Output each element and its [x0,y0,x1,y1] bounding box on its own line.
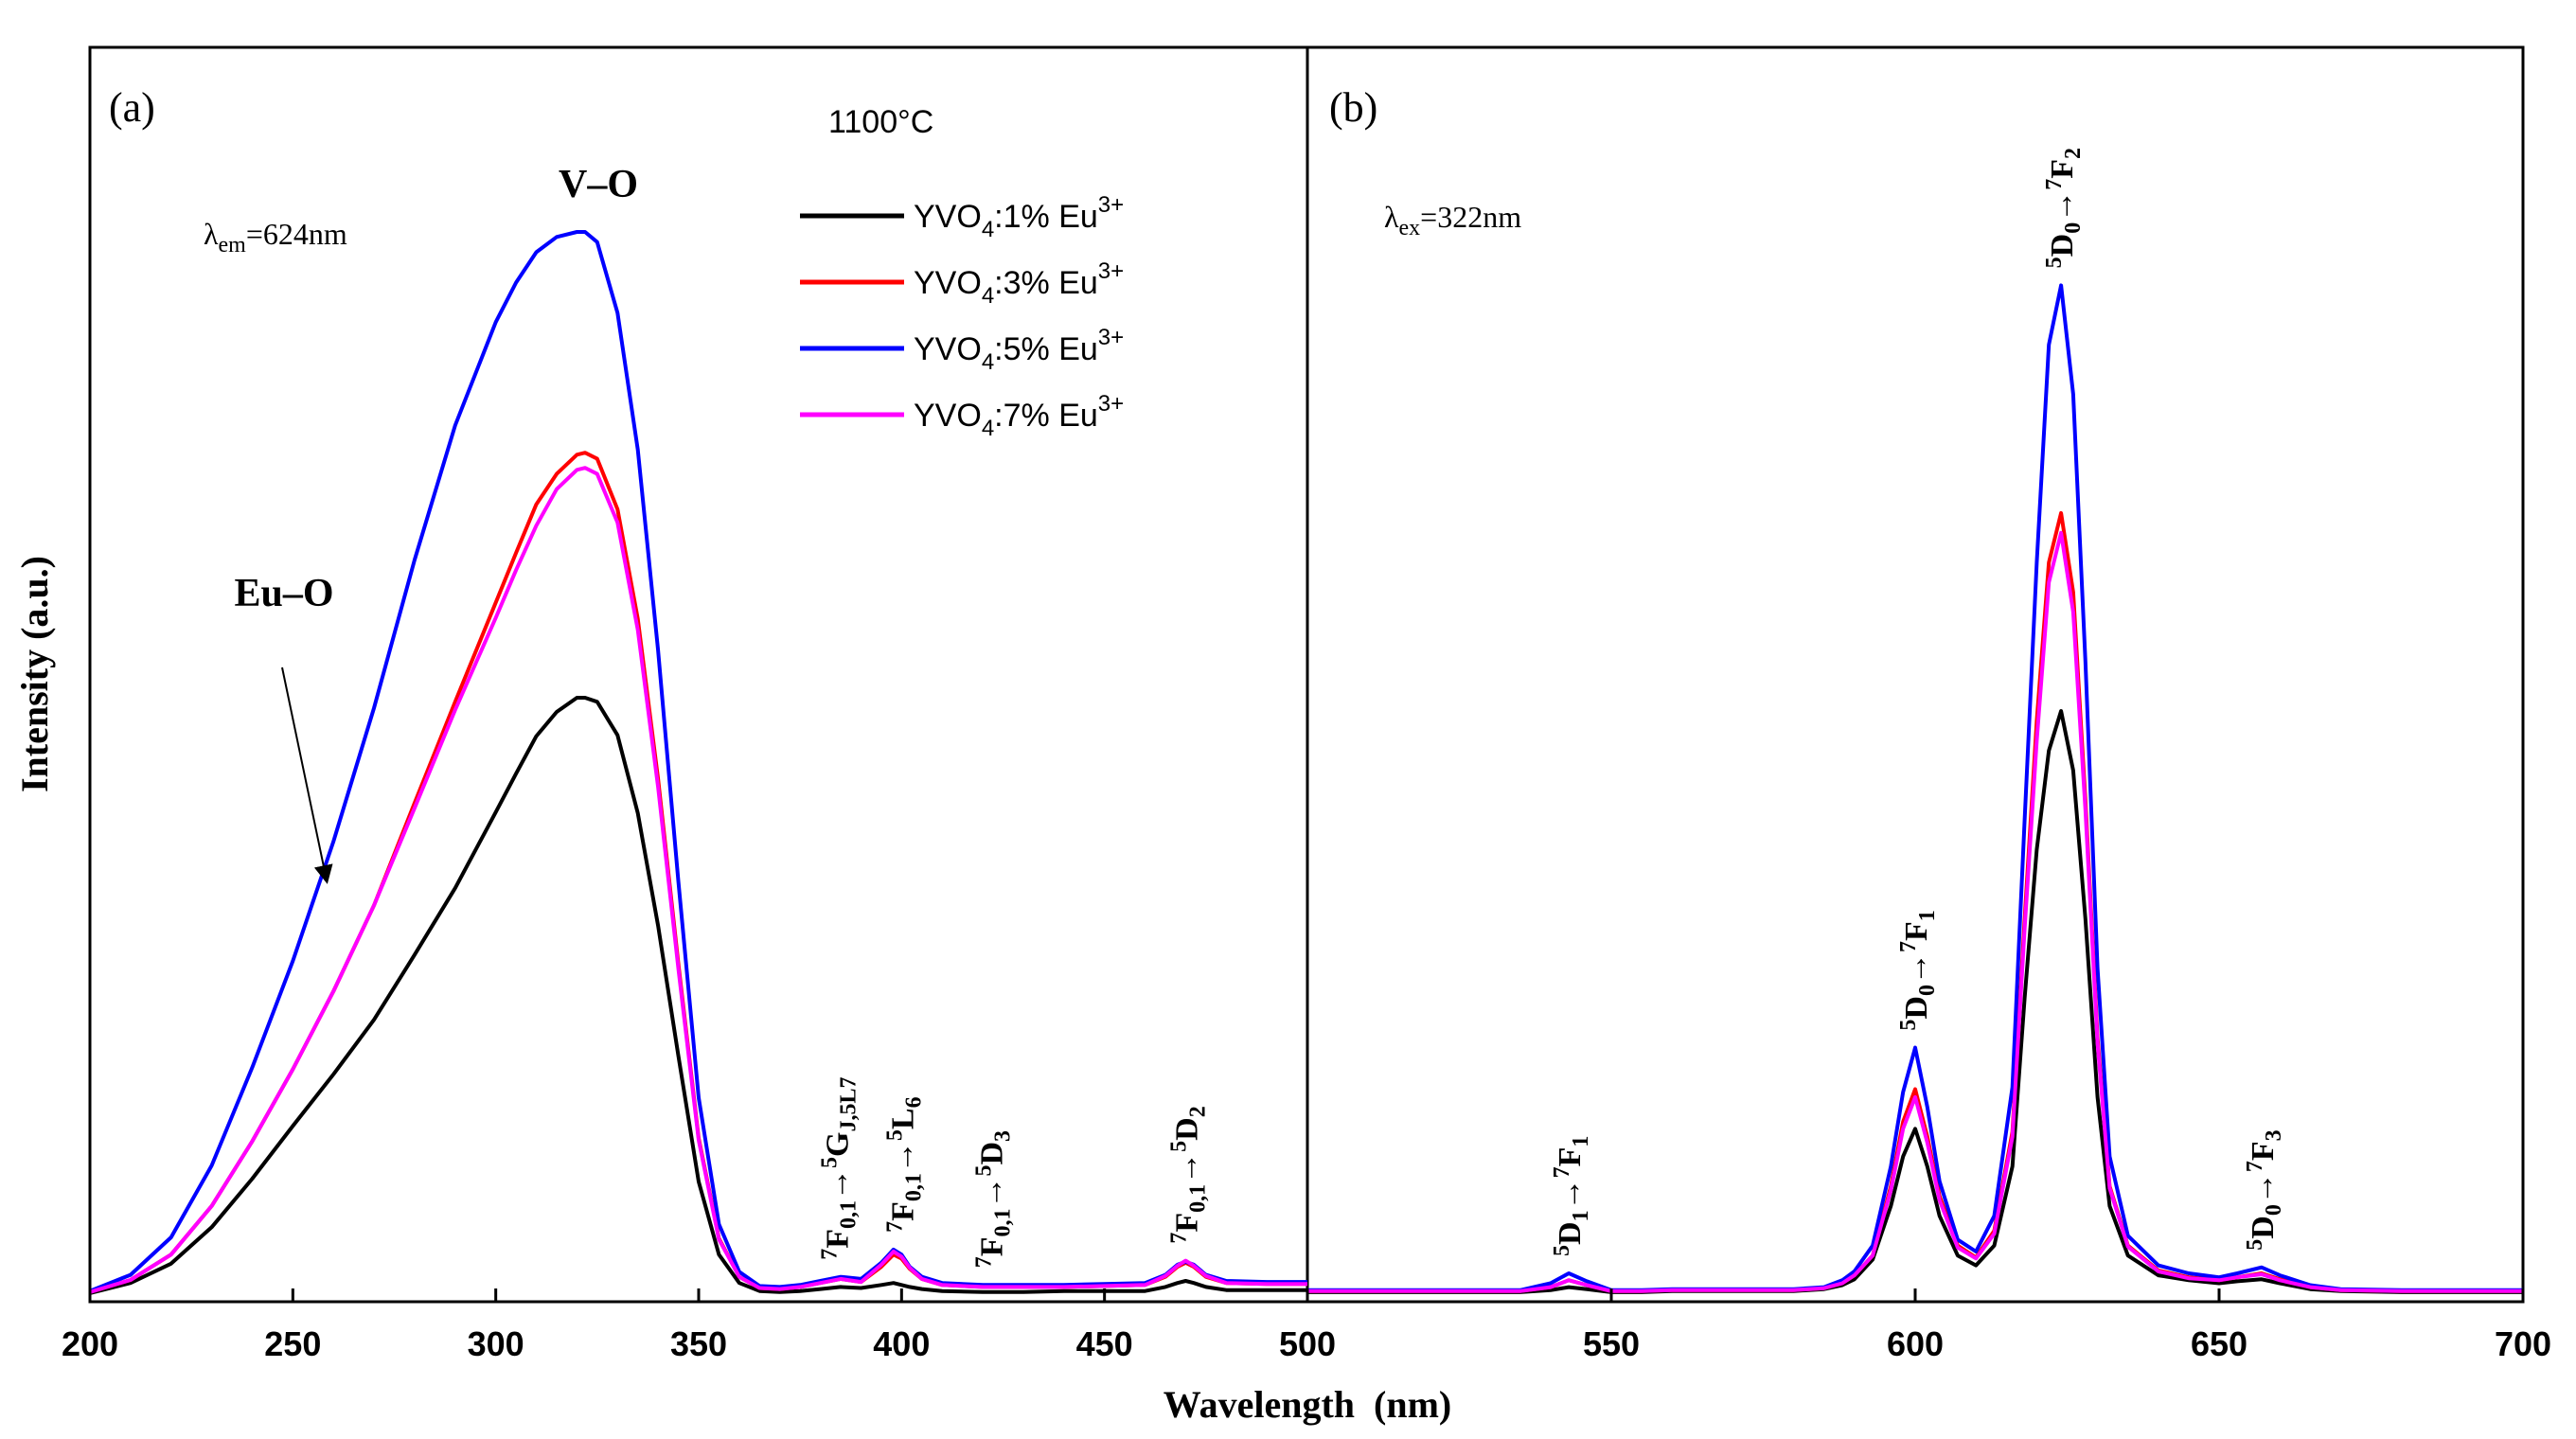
lambda-symbol: λ [204,217,219,251]
legend-label-2: YVO4:3% Eu3+ [914,258,1124,309]
x-tick-label: 650 [2191,1324,2247,1363]
x-tick-label: 350 [670,1324,727,1363]
x-tick-label: 500 [1279,1324,1336,1363]
euo-arrow [281,666,333,884]
panel-a-label: (a) [109,84,155,131]
peak-label-b-2: 5D0→7F1 [1896,910,1940,1030]
lambda-ex-sub: ex [1399,216,1421,240]
peak-label-a-1: 7F0,1→5GJ,5L7 [818,1076,862,1259]
series-line-b-4 [1307,530,2523,1293]
y-axis-label: Intensity (a.u.) [13,556,56,792]
x-tick-label: 300 [468,1324,524,1363]
peak-label-b-1: 5D1→7F1 [1550,1136,1593,1256]
legend-label-1: YVO4:1% Eu3+ [914,192,1124,242]
x-tick-label: 200 [62,1324,118,1363]
x-ticks: 200 250 300 350 400 450 500 550 600 650 700 [62,1288,2551,1363]
panel-a-series [89,230,1307,1295]
series-line-a-1 [89,696,1307,1295]
series-line-b-3 [1307,283,2523,1292]
peak-label-a-3: 7F0,1→5D3 [972,1130,1016,1268]
x-axis-label: Wavelength (nm) [1164,1383,1451,1426]
euo-annotation: Eu–O [234,572,333,615]
series-line-a-4 [89,466,1307,1294]
lambda-ex-value: =322nm [1420,200,1521,234]
peak-label-a-4: 7F0,1→5D2 [1166,1106,1210,1243]
vo-annotation: V–O [559,163,638,206]
peak-label-b-3: 5D0→7F2 [2042,148,2086,268]
x-tick-label: 600 [1887,1324,1944,1363]
lambda-value: =624nm [246,217,347,251]
peak-label-a-2: 7F0,1→5L6 [882,1096,926,1232]
lambda-sub: em [219,233,247,258]
series-line-b-2 [1307,510,2523,1293]
peak-transition-labels: 7F0,1→5GJ,5L7 7F0,1→5L6 7F0,1→5D3 7F0,1→5D2… [818,148,2286,1268]
x-tick-label: 400 [873,1324,930,1363]
lambda-ex-symbol: λ [1384,200,1399,234]
panel-b-label: (b) [1329,84,1377,131]
lambda-ex-label: λex=322nm [1384,200,1521,240]
legend: YVO4:1% Eu3+ YVO4:3% Eu3+ YVO4:5% Eu3+ YVO4… [800,192,1124,441]
panel-a-title: 1100°C [828,104,933,140]
lambda-em-label: λem=624nm [204,217,347,258]
x-tick-label: 450 [1076,1324,1133,1363]
legend-label-3: YVO4:5% Eu3+ [914,325,1124,375]
x-tick-label: 250 [264,1324,321,1363]
x-tick-label: 700 [2495,1324,2551,1363]
panel-b-series [1307,283,2523,1294]
x-tick-label: 550 [1583,1324,1640,1363]
panel-b-frame [1306,45,2525,1304]
legend-label-4: YVO4:7% Eu3+ [914,391,1124,441]
peak-label-b-4: 5D0→7F3 [2243,1129,2286,1250]
